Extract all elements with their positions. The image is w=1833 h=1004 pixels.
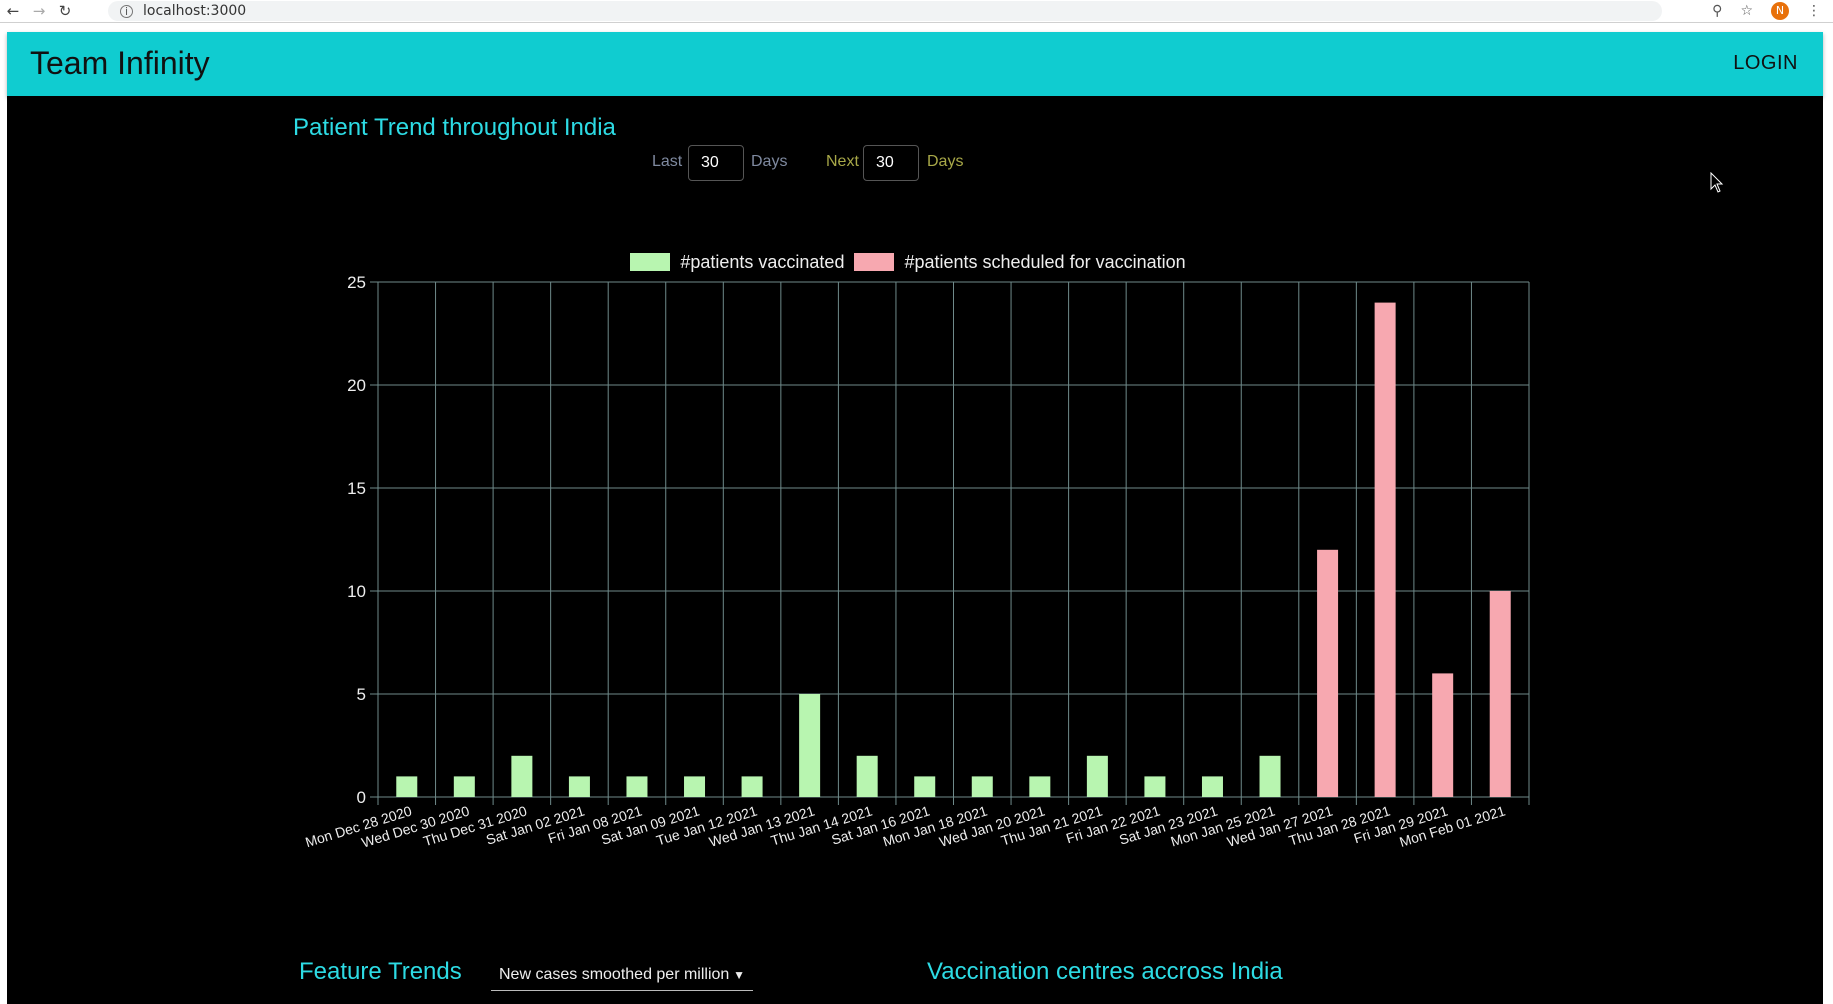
bar-vaccinated: [741, 776, 763, 797]
y-tick-label: 5: [357, 685, 366, 704]
app-root: Team Infinity LOGIN: [7, 32, 1823, 1004]
reload-icon[interactable]: ↻: [58, 2, 72, 20]
bar-vaccinated: [1029, 776, 1051, 797]
bar-vaccinated: [684, 776, 706, 797]
info-icon[interactable]: i: [120, 4, 133, 18]
url-text: localhost:3000: [143, 3, 247, 19]
menu-icon[interactable]: ⋮: [1807, 3, 1821, 19]
profile-avatar[interactable]: N: [1771, 2, 1789, 20]
legend-item-scheduled[interactable]: #patients scheduled for vaccination: [854, 251, 1186, 273]
last-unit: Days: [751, 153, 788, 170]
bar-vaccinated: [453, 776, 475, 797]
bar-vaccinated: [396, 776, 418, 797]
y-tick-label: 20: [347, 376, 366, 395]
forward-icon[interactable]: →: [32, 2, 46, 20]
star-icon[interactable]: ☆: [1740, 3, 1753, 19]
bar-vaccinated: [1259, 755, 1281, 797]
feature-select-value: New cases smoothed per million: [499, 966, 730, 983]
address-bar[interactable]: i localhost:3000: [108, 1, 1662, 21]
bar-vaccinated: [568, 776, 590, 797]
legend-label-scheduled: #patients scheduled for vaccination: [904, 251, 1186, 272]
y-tick-label: 15: [347, 479, 366, 498]
app-bar: Team Infinity LOGIN: [7, 32, 1823, 96]
bar-scheduled: [1317, 549, 1339, 797]
bar-vaccinated: [1144, 776, 1166, 797]
bar-vaccinated: [626, 776, 648, 797]
bar-scheduled: [1432, 673, 1454, 797]
bar-scheduled: [1489, 591, 1511, 797]
bar-vaccinated: [914, 776, 936, 797]
bar-vaccinated: [856, 755, 878, 797]
next-unit: Days: [927, 153, 964, 170]
brand-title: Team Infinity: [30, 45, 210, 81]
login-button[interactable]: LOGIN: [1733, 52, 1798, 74]
legend-label-vaccinated: #patients vaccinated: [680, 251, 845, 272]
legend-item-vaccinated[interactable]: #patients vaccinated: [630, 252, 844, 273]
legend-swatch-scheduled: [854, 253, 895, 271]
mouse-cursor-icon: [1710, 172, 1724, 193]
next-days-input[interactable]: [863, 145, 919, 181]
bar-vaccinated: [971, 776, 993, 797]
browser-toolbar: ← → ↻ i localhost:3000 ⚲ ☆ N ⋮: [0, 0, 1833, 23]
bar-vaccinated: [799, 694, 821, 797]
trend-title: Patient Trend throughout India: [293, 114, 616, 141]
chart-legend: #patients vaccinated #patients scheduled…: [0, 251, 1816, 273]
caret-down-icon: ▼: [733, 968, 745, 982]
bar-vaccinated: [1201, 776, 1223, 797]
back-icon[interactable]: ←: [6, 2, 20, 20]
key-icon[interactable]: ⚲: [1712, 3, 1723, 19]
vaccination-centres-title: Vaccination centres accross India: [927, 958, 1283, 985]
y-tick-label: 0: [357, 788, 366, 807]
next-label: Next: [826, 153, 859, 170]
feature-trends-title: Feature Trends: [299, 958, 462, 985]
last-days-input[interactable]: [688, 145, 744, 181]
last-label: Last: [652, 153, 683, 170]
y-tick-label: 10: [347, 582, 366, 601]
bar-vaccinated: [1086, 755, 1108, 797]
feature-select[interactable]: New cases smoothed per million ▼: [491, 960, 753, 991]
legend-swatch-vaccinated: [630, 253, 671, 271]
bar-scheduled: [1374, 302, 1396, 797]
y-tick-label: 25: [347, 273, 366, 292]
bar-vaccinated: [511, 755, 533, 797]
